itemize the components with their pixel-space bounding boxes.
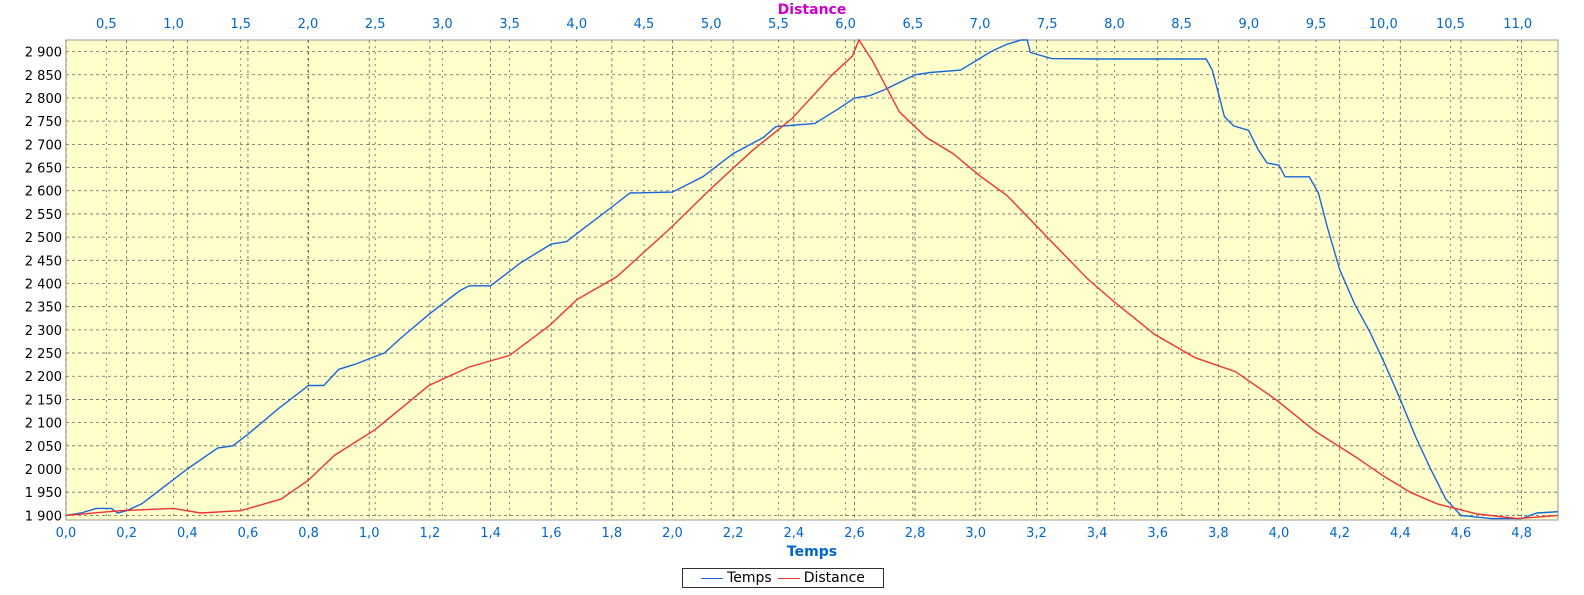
y-tick-label: 2 150: [25, 393, 62, 408]
x-tick-label: 1,8: [602, 526, 623, 541]
legend-temps-swatch: [701, 577, 724, 579]
grid-lines: [65, 40, 1558, 520]
y-tick-label: 2 300: [25, 324, 62, 339]
x-tick-label: 2,6: [844, 526, 865, 541]
x2-tick-label: 8,0: [1104, 17, 1125, 32]
x2-tick-label: 10,5: [1436, 17, 1465, 32]
x-tick-label: 0,0: [56, 526, 77, 541]
y-tick-label: 1 900: [25, 509, 62, 524]
x2-tick-label: 3,0: [432, 17, 453, 32]
x-tick-label: 0,6: [238, 526, 259, 541]
y-tick-label: 2 800: [25, 92, 62, 107]
x-tick-label: 4,6: [1451, 526, 1472, 541]
x-tick-label: 4,4: [1390, 526, 1411, 541]
x-tick-label: 3,8: [1208, 526, 1229, 541]
y-tick-label: 2 200: [25, 370, 62, 385]
legend-temps-label: Temps: [727, 570, 772, 586]
x-tick-label: 3,0: [965, 526, 986, 541]
x-tick-label: 2,2: [723, 526, 744, 541]
x2-tick-label: 8,5: [1171, 17, 1192, 32]
y-tick-label: 2 500: [25, 231, 62, 246]
x-tick-label: 3,4: [1087, 526, 1108, 541]
y-tick-label: 2 900: [25, 46, 62, 61]
y-tick-label: 2 850: [25, 69, 62, 84]
y-tick-label: 2 450: [25, 254, 62, 269]
x2-tick-label: 3,5: [499, 17, 520, 32]
x-tick-label: 4,8: [1511, 526, 1532, 541]
series-line-distance: [65, 38, 1559, 520]
legend: Temps Distance: [682, 568, 884, 588]
x-tick-label: 2,8: [905, 526, 926, 541]
x2-tick-label: 2,0: [298, 17, 319, 32]
series-layer: [65, 38, 1559, 520]
x2-tick-label: 1,0: [163, 17, 184, 32]
y-tick-label: 2 000: [25, 463, 62, 478]
legend-item-distance: Distance: [777, 570, 865, 586]
x-tick-label: 2,4: [783, 526, 804, 541]
x2-tick-label: 1,5: [230, 17, 251, 32]
x2-tick-label: 7,5: [1037, 17, 1058, 32]
x2-tick-label: 10,0: [1369, 17, 1398, 32]
y-tick-label: 2 700: [25, 138, 62, 153]
plot-area: [65, 39, 1559, 521]
legend-item-temps: Temps: [701, 570, 772, 586]
y-tick-label: 2 650: [25, 162, 62, 177]
x-tick-label: 3,2: [1026, 526, 1047, 541]
x-tick-label: 4,0: [1269, 526, 1290, 541]
y-tick-label: 2 100: [25, 417, 62, 432]
top-axis-title: Distance: [778, 2, 847, 18]
bottom-axis-title: Temps: [787, 544, 837, 560]
x-tick-label: 1,2: [420, 526, 441, 541]
x2-tick-label: 2,5: [365, 17, 386, 32]
x-tick-label: 0,8: [298, 526, 319, 541]
x2-tick-label: 6,5: [902, 17, 923, 32]
x2-tick-label: 5,0: [701, 17, 722, 32]
x-tick-label: 2,0: [662, 526, 683, 541]
x-tick-label: 1,4: [480, 526, 501, 541]
x2-tick-label: 9,5: [1306, 17, 1327, 32]
x2-tick-label: 4,0: [566, 17, 587, 32]
y-tick-label: 2 050: [25, 440, 62, 455]
series-line-temps: [65, 39, 1559, 520]
y-tick-label: 2 600: [25, 185, 62, 200]
x2-tick-label: 7,0: [970, 17, 991, 32]
legend-distance-label: Distance: [803, 570, 865, 586]
y-tick-label: 2 400: [25, 277, 62, 292]
x2-tick-label: 11,0: [1503, 17, 1532, 32]
x2-tick-label: 4,5: [634, 17, 655, 32]
y-tick-label: 2 250: [25, 347, 62, 362]
x-tick-label: 0,4: [177, 526, 198, 541]
y-tick-label: 2 550: [25, 208, 62, 223]
x2-tick-label: 5,5: [768, 17, 789, 32]
x-tick-label: 4,2: [1329, 526, 1350, 541]
x2-tick-label: 9,0: [1239, 17, 1260, 32]
x-tick-label: 1,0: [359, 526, 380, 541]
y-tick-label: 2 750: [25, 115, 62, 130]
axes: 1 900 1 950 2 000 2 050 2 100 2 150 2 200 2 250…: [25, 17, 1532, 541]
x-tick-label: 1,6: [541, 526, 562, 541]
x-tick-label: 0,2: [116, 526, 137, 541]
y-tick-label: 2 350: [25, 301, 62, 316]
x-tick-label: 3,6: [1147, 526, 1168, 541]
x2-tick-label: 6,0: [835, 17, 856, 32]
legend-distance-swatch: [777, 577, 800, 579]
y-tick-label: 1 950: [25, 486, 62, 501]
x2-tick-label: 0,5: [96, 17, 117, 32]
